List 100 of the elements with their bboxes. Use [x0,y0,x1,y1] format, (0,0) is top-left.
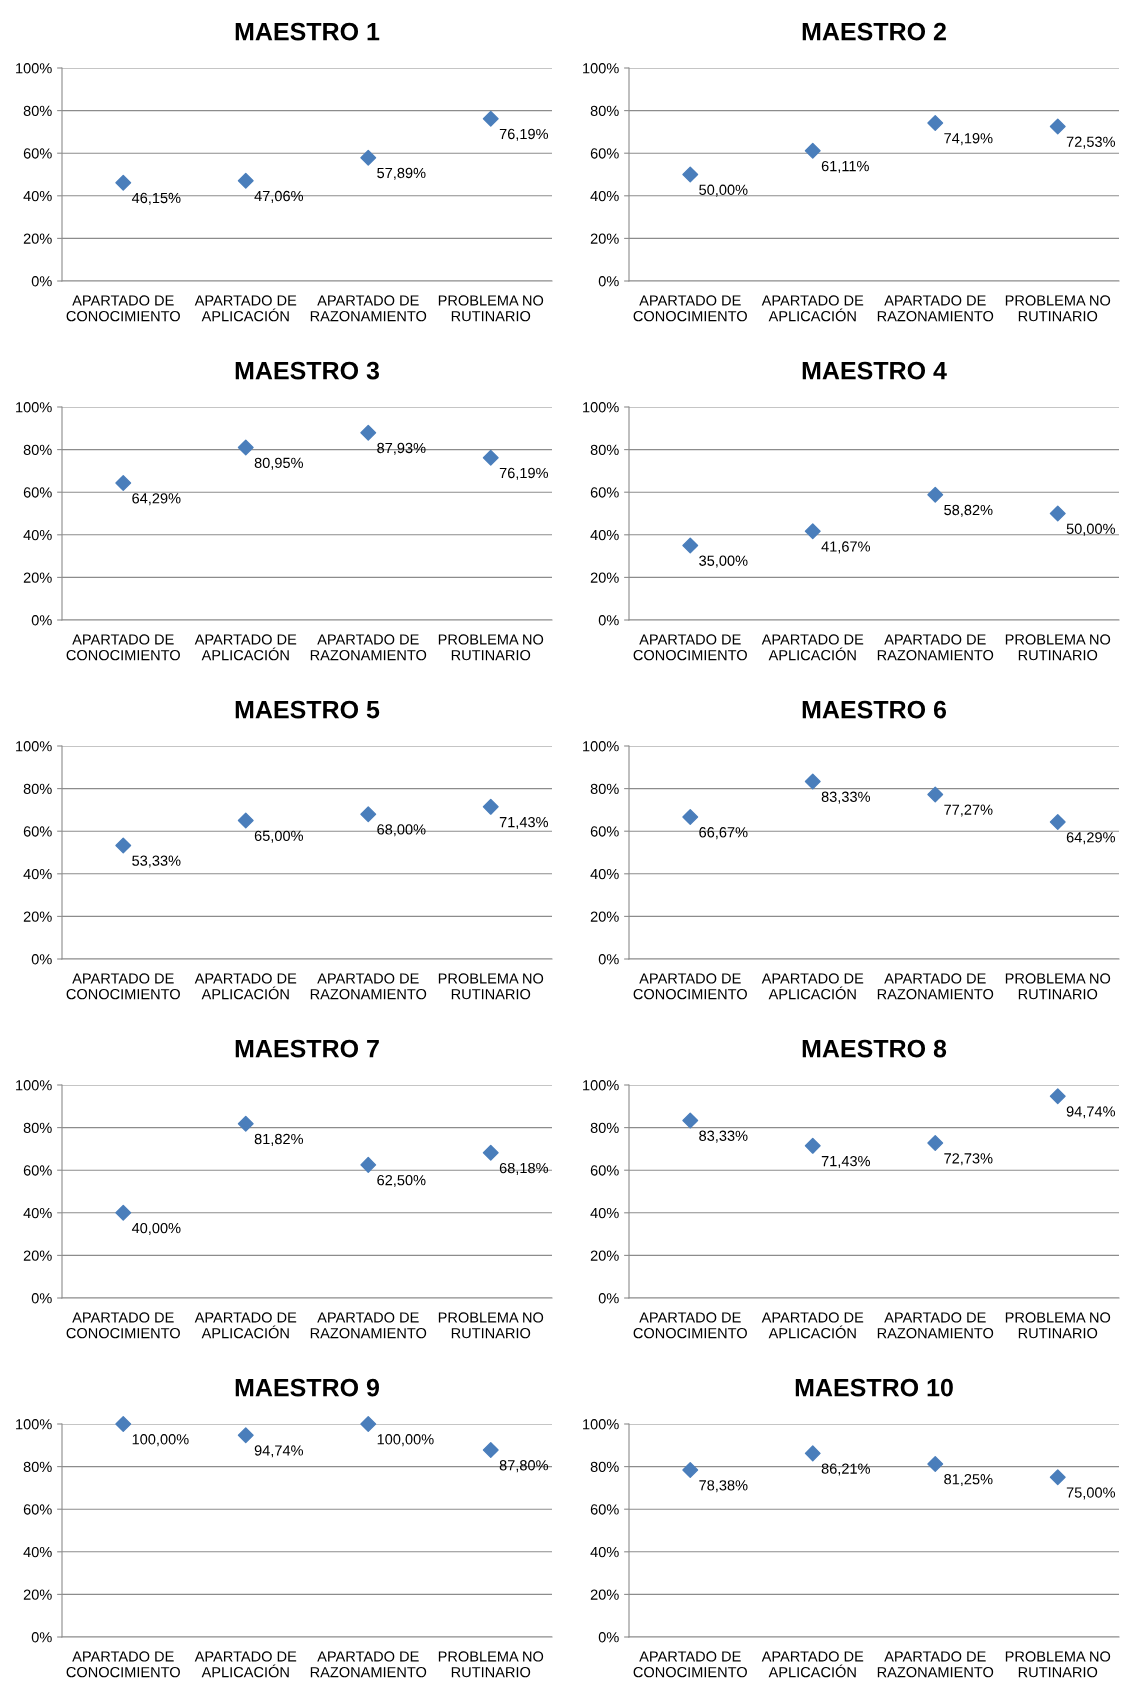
y-tick-label: 0% [598,615,619,626]
point [804,1445,821,1462]
data-label: 61,11% [821,160,869,173]
point [360,149,377,166]
y-tick-label: 60% [590,826,619,837]
data-label: 94,74% [1066,1106,1116,1119]
y-tick-label: 0% [598,1632,619,1643]
x-tick-label: PROBLEMA NO RUTINARIO [1005,295,1111,322]
y-tick-label: 80% [590,444,619,456]
point [360,424,377,441]
x-tick-label: APARTADO DE RAZONAMIENTO [877,973,994,1000]
y-tick-label: 80% [590,105,619,117]
y-tick-label: 80% [23,1461,52,1473]
y-tick-label: 20% [590,233,619,244]
data-label: 50,00% [699,184,748,197]
data-label: 86,21% [821,1463,871,1476]
chart-title: MAESTRO 10 [795,1378,953,1397]
y-tick-label: 20% [23,911,52,922]
y-tick-label: 60% [590,1504,619,1515]
point [804,773,821,790]
chart-title: MAESTRO 3 [235,361,380,380]
x-tick-label: APARTADO DE RAZONAMIENTO [310,973,427,1000]
data-label: 87,93% [377,442,426,455]
data-label: 83,33% [699,1130,748,1143]
point [1049,118,1066,135]
point [482,1442,499,1458]
y-tick-label: 60% [23,1165,52,1176]
x-tick-label: APARTADO DE CONOCIMIENTO [66,1312,180,1339]
y-tick-label: 0% [598,276,619,287]
data-label: 35,00% [699,555,748,568]
x-tick-label: PROBLEMA NO RUTINARIO [438,973,544,1000]
y-tick-label: 40% [23,529,52,541]
chart-title: MAESTRO 5 [235,700,380,719]
y-tick-label: 100% [16,1419,52,1430]
chart-title: MAESTRO 4 [802,361,947,380]
data-label: 66,67% [699,827,748,840]
point [482,110,499,127]
y-tick-label: 0% [31,1293,52,1304]
y-tick-label: 40% [590,868,619,880]
data-label: 80,95% [254,457,304,470]
y-tick-label: 20% [590,911,619,922]
point [115,837,132,854]
data-label: 87,80% [499,1460,549,1473]
y-tick-label: 100% [16,63,52,74]
y-tick-label: 40% [23,868,52,880]
x-tick-label: PROBLEMA NO RUTINARIO [438,1651,544,1678]
y-tick-label: 20% [23,572,52,583]
x-tick-label: APARTADO DE CONOCIMIENTO [633,1651,747,1678]
y-tick-label: 80% [23,105,52,117]
y-tick-label: 20% [590,572,619,583]
point [682,809,699,825]
chart-title: MAESTRO 9 [235,1378,379,1397]
y-tick-label: 0% [598,954,619,965]
data-label: 100,00% [132,1434,189,1447]
y-tick-label: 100% [583,741,619,752]
data-label: 81,82% [254,1133,304,1146]
x-tick-label: APARTADO DE CONOCIMIENTO [633,634,747,661]
x-tick-label: APARTADO DE CONOCIMIENTO [66,1651,180,1678]
y-tick-label: 100% [16,1080,52,1091]
y-tick-label: 60% [590,1165,619,1176]
point [115,174,132,191]
x-tick-label: PROBLEMA NO RUTINARIO [438,295,544,322]
x-tick-label: APARTADO DE APLICACIÓN [194,1312,297,1339]
y-tick-label: 40% [23,1546,52,1558]
x-tick-label: PROBLEMA NO RUTINARIO [438,1312,544,1339]
data-label: 94,74% [254,1445,304,1458]
y-tick-label: 100% [583,1080,619,1091]
point [804,142,821,159]
data-label: 41,67% [821,541,871,554]
x-tick-label: PROBLEMA NO RUTINARIO [1005,1651,1111,1678]
y-tick-label: 40% [590,1207,619,1219]
x-tick-label: APARTADO DE CONOCIMIENTO [66,295,180,322]
data-label: 47,06% [254,190,304,203]
y-tick-label: 100% [583,402,619,413]
data-label: 40,00% [131,1222,181,1235]
y-tick-label: 0% [31,276,52,287]
data-label: 81,25% [944,1474,993,1487]
data-label: 64,29% [1066,832,1116,845]
y-tick-label: 20% [590,1250,619,1261]
chart-title: MAESTRO 8 [802,1039,947,1058]
y-tick-label: 60% [23,1504,52,1515]
data-label: 64,29% [132,493,181,506]
y-tick-label: 0% [31,615,52,626]
point [237,1115,254,1132]
x-tick-label: APARTADO DE APLICACIÓN [194,973,297,1000]
point [804,1137,821,1154]
data-label: 71,43% [821,1155,871,1169]
point [1049,1469,1066,1486]
y-tick-label: 60% [590,487,619,498]
y-tick-label: 40% [590,190,619,202]
x-tick-label: APARTADO DE CONOCIMIENTO [66,973,180,1000]
data-label: 53,33% [132,855,181,868]
point [237,812,254,829]
x-tick-label: APARTADO DE APLICACIÓN [194,295,297,322]
point [682,1462,699,1479]
x-tick-label: APARTADO DE RAZONAMIENTO [877,634,994,661]
data-label: 72,53% [1066,136,1116,149]
point [115,1416,132,1432]
x-tick-label: PROBLEMA NO RUTINARIO [1005,1312,1111,1339]
x-tick-label: APARTADO DE RAZONAMIENTO [877,1651,994,1678]
